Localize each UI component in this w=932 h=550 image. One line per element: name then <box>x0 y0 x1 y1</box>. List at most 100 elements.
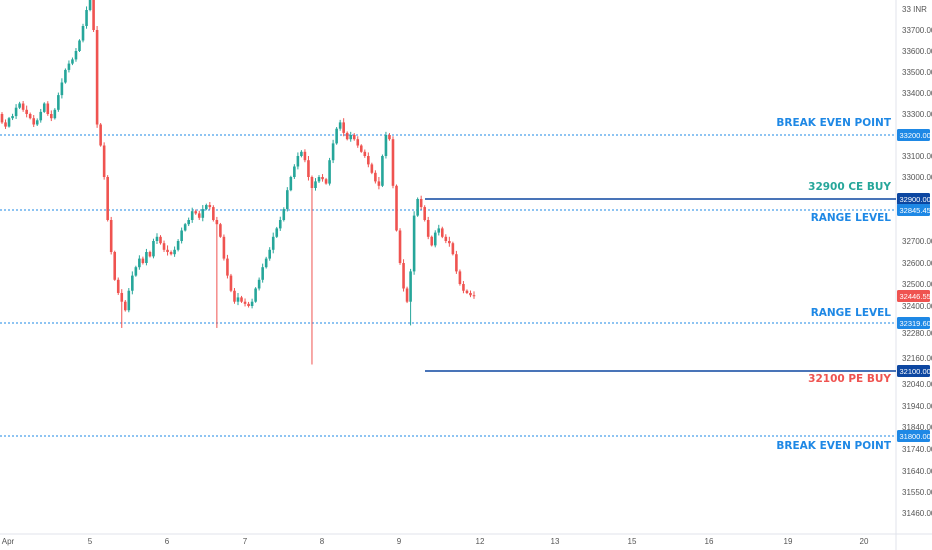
candle-body <box>444 236 448 241</box>
candle-body <box>448 241 451 244</box>
candle-body <box>257 279 261 289</box>
candle-body <box>42 103 46 112</box>
price-line-label: 32900 CE BUY <box>808 181 891 193</box>
candle-body <box>7 118 11 127</box>
y-tick-label: 33300.00 <box>902 110 932 119</box>
y-tick-label: 33000.00 <box>902 173 932 182</box>
price-badge <box>897 317 930 329</box>
candle-body <box>120 292 124 302</box>
candle-body <box>398 230 402 263</box>
candle-body <box>296 156 300 167</box>
candle-body <box>391 139 395 186</box>
candle-body <box>307 160 310 177</box>
y-tick-label: 33500.00 <box>902 68 932 77</box>
candle-body <box>162 243 166 250</box>
candle-body <box>352 135 356 140</box>
candle-body <box>402 263 405 289</box>
candle-body <box>116 279 120 293</box>
x-tick-label: 19 <box>784 537 793 546</box>
candle-body <box>127 290 131 311</box>
candle-body <box>324 179 328 184</box>
candle-body <box>455 254 458 272</box>
candle-body <box>381 156 384 186</box>
candle-body <box>409 271 412 302</box>
candle-body <box>384 135 388 156</box>
y-tick-label: 32600.00 <box>902 259 932 268</box>
candle-body <box>240 297 243 302</box>
candle-body <box>134 267 138 276</box>
candle-body <box>113 252 117 280</box>
candle-body <box>11 116 14 119</box>
candle-body <box>451 243 455 255</box>
price-line-label: BREAK EVEN POINT <box>776 117 891 129</box>
candle-body <box>190 211 194 220</box>
candle-body <box>85 10 88 26</box>
candle-body <box>300 151 303 156</box>
x-tick-label: Apr <box>2 537 15 546</box>
candle-body <box>219 224 222 237</box>
candle-body <box>53 109 57 119</box>
candle-body <box>131 275 134 291</box>
price-badge <box>897 365 930 377</box>
candle-body <box>289 177 293 191</box>
candle-body <box>155 236 159 241</box>
candle-body <box>95 30 99 125</box>
candle-body <box>377 181 381 186</box>
price-badge-text: 31800.00 <box>900 432 931 441</box>
candle-body <box>282 209 286 220</box>
x-tick-label: 20 <box>860 537 869 546</box>
candle-body <box>342 122 345 133</box>
candle-body <box>271 236 275 250</box>
candle-body <box>465 290 469 293</box>
price-badge-text: 32446.55 <box>900 292 931 301</box>
x-tick-label: 13 <box>551 537 560 546</box>
candle-body <box>0 114 4 123</box>
candle-body <box>28 114 32 119</box>
candle-body <box>229 275 233 291</box>
candle-body <box>458 271 462 284</box>
y-tick-label: 32700.00 <box>902 237 932 246</box>
price-badge <box>897 204 930 216</box>
price-badge-text: 33200.00 <box>900 131 931 140</box>
y-tick-label: 31840.00 <box>902 423 932 432</box>
candle-body <box>293 166 296 177</box>
candle-body <box>57 95 60 110</box>
candle-body <box>388 135 391 140</box>
candle-body <box>21 103 25 110</box>
candle-body <box>469 292 472 296</box>
candle-body <box>349 135 353 140</box>
candle-body <box>169 252 173 255</box>
candle-body <box>194 211 198 214</box>
candle-body <box>310 177 314 188</box>
price-badge-text: 32100.00 <box>900 367 931 376</box>
candle-body <box>99 124 102 146</box>
candle-body <box>74 51 78 60</box>
price-line-label: 32100 PE BUY <box>808 373 891 385</box>
x-tick-label: 9 <box>397 537 402 546</box>
x-tick-label: 5 <box>88 537 93 546</box>
candle-body <box>4 122 7 127</box>
candle-body <box>359 145 363 152</box>
candle-body <box>374 172 377 182</box>
candle-body <box>183 224 187 231</box>
candle-body <box>264 258 268 268</box>
y-tick-label: 32280.00 <box>902 329 932 338</box>
y-tick-label: 31550.00 <box>902 488 932 497</box>
candle-body <box>433 232 437 246</box>
candle-body <box>46 103 50 114</box>
candle-body <box>81 26 85 41</box>
candle-body <box>331 143 335 161</box>
candle-body <box>123 301 127 311</box>
candle-body <box>222 236 226 259</box>
y-tick-label: 31460.00 <box>902 509 932 518</box>
candle-body <box>317 177 321 182</box>
price-badge <box>897 290 930 302</box>
price-line-label: RANGE LEVEL <box>811 307 892 319</box>
candle-body <box>416 199 419 216</box>
y-tick-label: 32040.00 <box>902 380 932 389</box>
x-tick-label: 15 <box>628 537 637 546</box>
x-tick-label: 12 <box>476 537 485 546</box>
candle-body <box>14 107 18 117</box>
candle-body <box>106 177 109 220</box>
